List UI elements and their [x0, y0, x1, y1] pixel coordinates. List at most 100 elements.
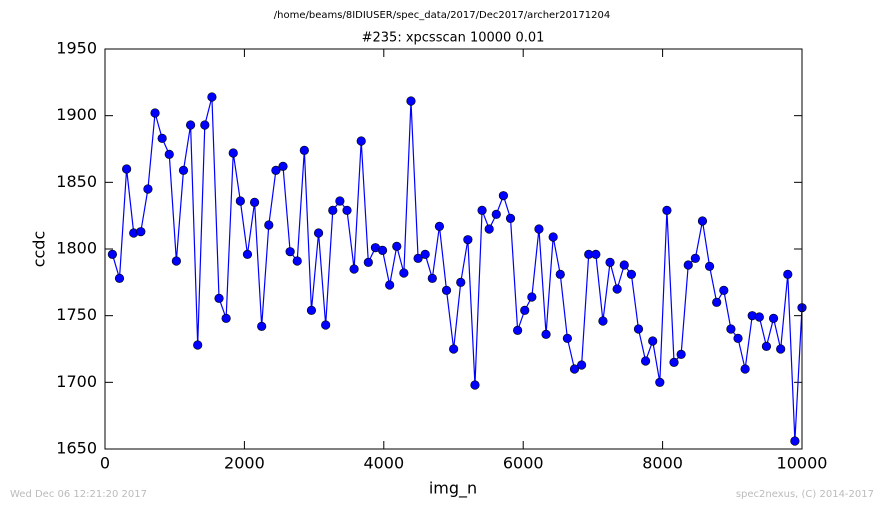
data-point: [122, 164, 132, 174]
data-point: [470, 380, 480, 390]
data-point: [591, 249, 601, 259]
data-point: [683, 260, 693, 270]
footer-left: Wed Dec 06 12:21:20 2017: [10, 489, 147, 500]
data-point: [363, 257, 373, 267]
data-point: [740, 364, 750, 374]
data-point: [335, 196, 345, 206]
data-point: [200, 120, 210, 130]
data-point: [562, 333, 572, 343]
data-point: [690, 253, 700, 263]
data-point: [790, 436, 800, 446]
y-tick-label: 1650: [56, 439, 97, 458]
data-point: [178, 165, 189, 175]
series-line: [111, 96, 803, 442]
x-tick-label: 2000: [224, 454, 265, 473]
data-point: [271, 165, 281, 175]
data-point: [114, 273, 125, 283]
y-tick-label: 1800: [56, 239, 97, 258]
data-point: [207, 92, 217, 102]
data-point: [150, 108, 160, 118]
data-point: [648, 336, 658, 346]
data-point: [264, 220, 274, 230]
data-point: [548, 232, 558, 242]
data-point: [491, 209, 501, 219]
data-point: [704, 261, 715, 271]
data-point: [520, 305, 530, 315]
y-tick-label: 1950: [56, 39, 97, 58]
data-point: [157, 133, 167, 143]
data-point: [619, 260, 629, 270]
data-point: [185, 120, 196, 130]
data-point: [498, 191, 509, 201]
data-point: [107, 249, 117, 259]
data-point: [257, 321, 267, 331]
data-point: [783, 269, 793, 279]
data-point: [349, 264, 359, 274]
data-point: [434, 221, 445, 231]
footer-right: spec2nexus, (C) 2014-2017: [736, 489, 874, 500]
data-point: [655, 377, 665, 387]
data-point: [776, 344, 786, 354]
data-point: [441, 285, 452, 295]
data-point: [477, 205, 487, 215]
data-point: [513, 325, 523, 335]
data-point: [505, 213, 516, 223]
suptitle: /home/beams/8IDIUSER/spec_data/2017/Dec2…: [274, 10, 610, 21]
data-point: [292, 256, 302, 266]
data-point: [427, 273, 437, 283]
data-point: [420, 249, 430, 259]
data-point: [484, 224, 494, 234]
data-point: [377, 245, 388, 255]
data-point: [249, 197, 260, 207]
data-point: [356, 136, 366, 146]
data-point: [605, 257, 615, 267]
data-point: [463, 235, 473, 245]
chart-title: #235: xpcsscan 10000 0.01: [362, 31, 545, 46]
data-point: [235, 196, 245, 206]
data-point: [577, 360, 587, 370]
data-point: [136, 227, 146, 237]
x-tick-label: 6000: [503, 454, 544, 473]
data-point: [193, 340, 203, 350]
data-point: [306, 305, 317, 315]
data-point: [534, 224, 544, 234]
y-tick-label: 1700: [56, 372, 97, 391]
data-point: [278, 161, 288, 171]
x-tick-label: 4000: [363, 454, 404, 473]
data-point: [719, 285, 729, 295]
data-point: [164, 149, 174, 159]
data-point: [697, 216, 708, 226]
data-point: [313, 228, 324, 238]
data-point: [598, 316, 608, 326]
y-tick-label: 1900: [56, 105, 97, 124]
y-tick-label: 1850: [56, 172, 97, 191]
data-point: [385, 280, 395, 290]
y-axis-label: ccdc: [30, 231, 49, 268]
x-tick-label: 8000: [642, 454, 683, 473]
data-point: [541, 329, 551, 339]
data-point: [342, 205, 352, 215]
data-point: [328, 205, 338, 215]
data-point: [242, 249, 253, 259]
data-point: [768, 313, 779, 323]
data-point: [555, 269, 565, 279]
data-point: [669, 357, 679, 367]
data-point: [321, 320, 331, 330]
data-point: [228, 148, 238, 158]
data-point: [633, 324, 644, 334]
data-point: [676, 349, 686, 359]
data-point: [527, 292, 537, 302]
data-point: [761, 341, 772, 351]
data-point: [285, 247, 295, 257]
data-point: [626, 269, 636, 279]
data-point: [299, 145, 309, 155]
x-axis-label: img_n: [429, 479, 477, 499]
plot-frame: [104, 48, 803, 450]
data-point: [612, 284, 622, 294]
data-point: [399, 268, 409, 278]
data-point: [662, 205, 672, 215]
data-point: [754, 312, 764, 322]
data-point: [221, 313, 231, 323]
data-point: [726, 324, 736, 334]
x-tick-label: 0: [100, 454, 110, 473]
